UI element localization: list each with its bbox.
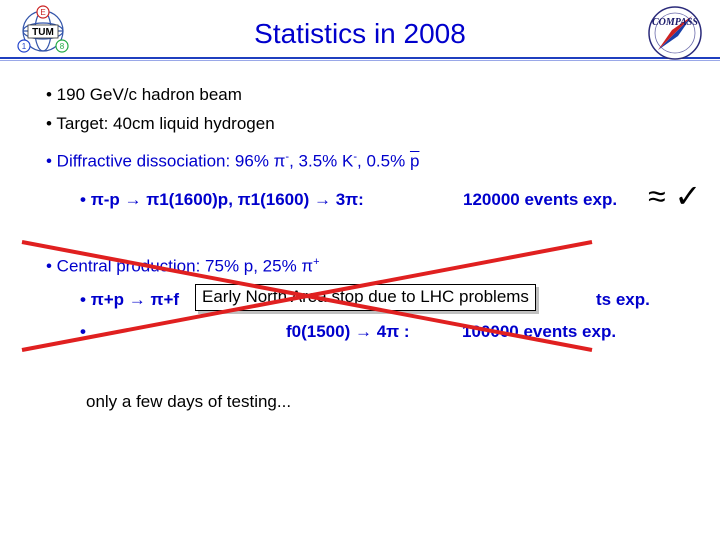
antiproton-symbol: p (409, 151, 420, 171)
tum-logo-top-letter: E (40, 8, 45, 17)
central-reaction-1: • π+p → π+f (80, 290, 179, 310)
diffractive-pi-charge: - (285, 151, 290, 163)
title-rule-shadow (0, 60, 720, 61)
bullet-beam: • 190 GeV/c hadron beam (46, 85, 242, 104)
central-reaction-2-bullet: • (80, 322, 86, 341)
check-icon: ✓ (674, 178, 702, 214)
tum-logo-right-letter: 8 (60, 42, 65, 51)
bullet-target: • Target: 40cm liquid hydrogen (46, 114, 275, 133)
central-reaction-1-text: π+p → π+f (90, 290, 180, 309)
compass-logo-text: COMPASS (652, 17, 698, 28)
tum-logo-icon: TUM E 1 8 (17, 5, 69, 53)
diffractive-reaction: • π-p → π1(1600)p, π1(1600) → 3π: (80, 190, 364, 210)
diffractive-reaction-bullet: • (80, 190, 86, 209)
diffractive-kaon-charge: - (353, 151, 358, 163)
diffractive-events: 120000 events exp. (463, 190, 618, 209)
central-reaction-2-text: f0(1500) → 4π : (286, 322, 410, 341)
central-reaction-1-events: ts exp. (596, 290, 650, 309)
page-title: Statistics in 2008 (254, 18, 466, 49)
diffractive-reaction-text: π-p → π1(1600)p, π1(1600) → 3π: (90, 190, 364, 209)
diffractive-kaon: , 3.5% K (289, 151, 354, 171)
central-label: • Central production: 75% p, 25% π (46, 256, 314, 276)
tum-logo-left-letter: 1 (22, 42, 27, 51)
central-reaction-1-bullet: • (80, 290, 86, 309)
approx-check: ≈ ✓ (648, 177, 701, 215)
bullet-diffractive: • Diffractive dissociation: 96% π-, 3.5%… (46, 151, 419, 172)
central-pi-charge: + (313, 256, 320, 268)
diffractive-end: , 0.5% (357, 151, 410, 171)
tum-logo-center-text: TUM (32, 27, 54, 38)
title-rule (0, 57, 720, 59)
testing-note: only a few days of testing... (86, 392, 292, 411)
bullet-central: • Central production: 75% p, 25% π+ (46, 256, 320, 277)
compass-logo-icon: COMPASS (648, 6, 702, 60)
lhc-stop-note: Early North Area stop due to LHC problem… (195, 284, 536, 311)
diffractive-label: • Diffractive dissociation: 96% π (46, 151, 286, 171)
approx-symbol: ≈ (648, 178, 666, 214)
central-reaction-2-events: 100000 events exp. (462, 322, 617, 341)
